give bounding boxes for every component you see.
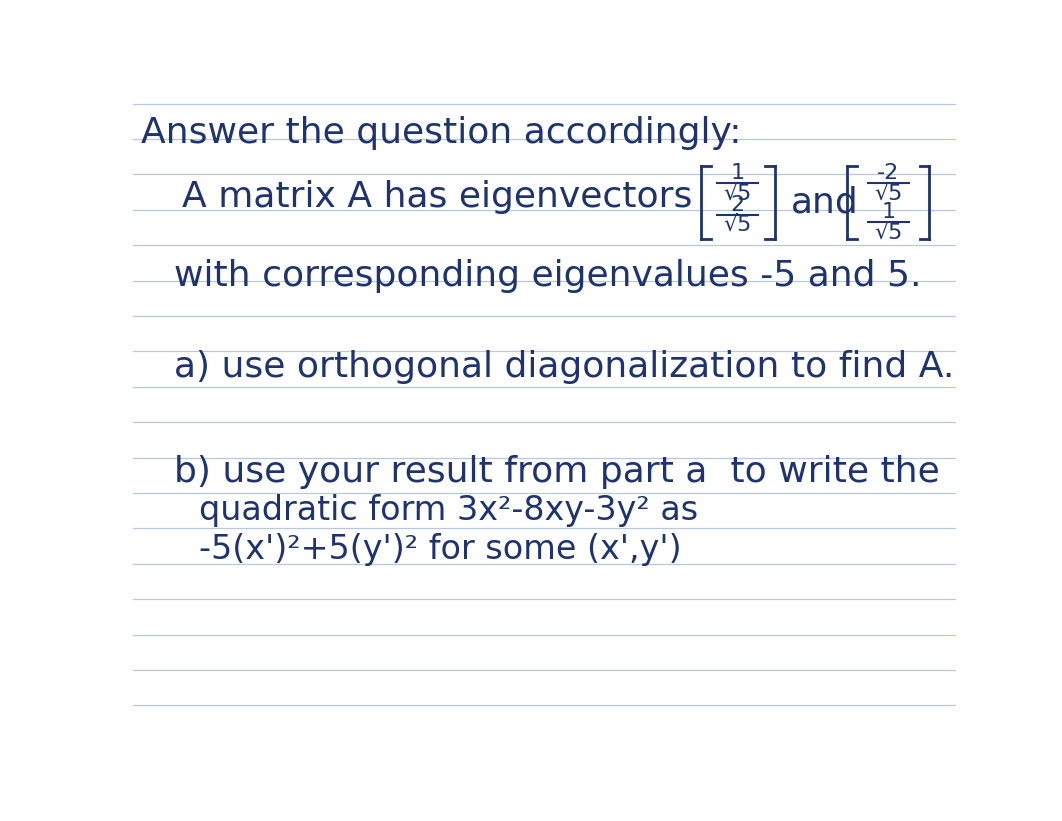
Text: Answer the question accordingly:: Answer the question accordingly: (141, 117, 741, 150)
Text: a) use orthogonal diagonalization to find A.: a) use orthogonal diagonalization to fin… (174, 351, 955, 384)
Text: quadratic form 3x²-8xy-3y² as: quadratic form 3x²-8xy-3y² as (199, 494, 698, 527)
Text: √5: √5 (723, 183, 752, 204)
Text: √5: √5 (723, 215, 752, 235)
Text: 1: 1 (731, 163, 744, 183)
Text: -5(x')²+5(y')² for some (x',y'): -5(x')²+5(y')² for some (x',y') (199, 533, 681, 566)
Text: A matrix A has eigenvectors: A matrix A has eigenvectors (183, 180, 692, 213)
Text: b) use your result from part a  to write the: b) use your result from part a to write … (174, 455, 940, 488)
Text: -2: -2 (877, 163, 900, 183)
Text: 1: 1 (881, 202, 895, 222)
Text: and: and (791, 186, 859, 220)
Text: √5: √5 (874, 183, 903, 204)
Text: √5: √5 (874, 222, 903, 242)
Text: 2: 2 (731, 195, 744, 215)
Text: with corresponding eigenvalues -5 and 5.: with corresponding eigenvalues -5 and 5. (174, 259, 922, 292)
